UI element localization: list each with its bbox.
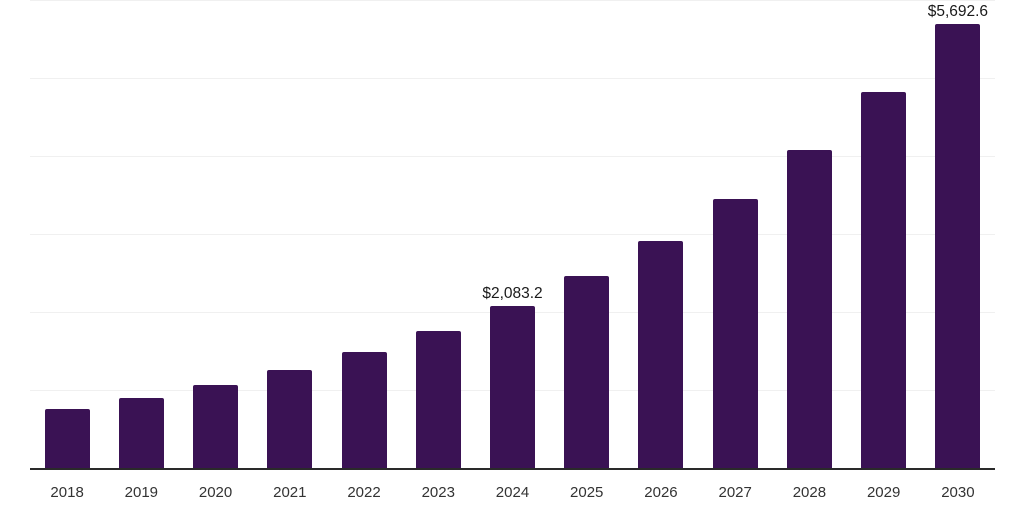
bar-2019 bbox=[118, 397, 164, 468]
x-tick-label-2027: 2027 bbox=[718, 484, 752, 501]
bar-2020 bbox=[193, 384, 239, 468]
bar-2027 bbox=[712, 199, 758, 468]
gridline-6000 bbox=[30, 0, 995, 1]
bar-2021 bbox=[267, 369, 313, 468]
gridline-3000 bbox=[30, 234, 995, 235]
x-tick-label-2028: 2028 bbox=[792, 484, 827, 501]
x-axis: 2018 2019 2020 2021 2022 2023 2024 2025 2026 2027… bbox=[30, 484, 995, 504]
bar-2028 bbox=[786, 150, 832, 468]
x-tick-label-2030: 2030 bbox=[941, 484, 975, 501]
x-tick-label-2025: 2025 bbox=[570, 484, 604, 501]
bar-2022 bbox=[341, 351, 387, 468]
data-label-2030: $5,692.6 bbox=[927, 2, 989, 20]
x-tick-label-2020: 2020 bbox=[198, 484, 233, 501]
bar-2026 bbox=[638, 240, 684, 468]
x-tick-label-2022: 2022 bbox=[347, 484, 381, 501]
bar-2023 bbox=[415, 330, 461, 468]
x-tick-label-2021: 2021 bbox=[273, 484, 307, 501]
x-tick-label-2019: 2019 bbox=[124, 484, 159, 501]
bar-2030 bbox=[935, 23, 981, 468]
gridline-4000 bbox=[30, 156, 995, 157]
x-tick-label-2029: 2029 bbox=[866, 484, 901, 501]
bar-2025 bbox=[564, 275, 610, 468]
x-tick-label-2023: 2023 bbox=[421, 484, 455, 501]
x-tick-label-2018: 2018 bbox=[50, 484, 84, 501]
x-tick-label-2024: 2024 bbox=[495, 484, 530, 501]
plot-area: $2,083.2 $5,692.6 bbox=[30, 0, 995, 470]
data-label-2024: $2,083.2 bbox=[482, 284, 543, 302]
gridline-5000 bbox=[30, 78, 995, 79]
bar-2018 bbox=[44, 408, 90, 468]
bar-2029 bbox=[861, 92, 907, 468]
bar-2024 bbox=[490, 305, 535, 468]
x-tick-label-2026: 2026 bbox=[644, 484, 678, 501]
